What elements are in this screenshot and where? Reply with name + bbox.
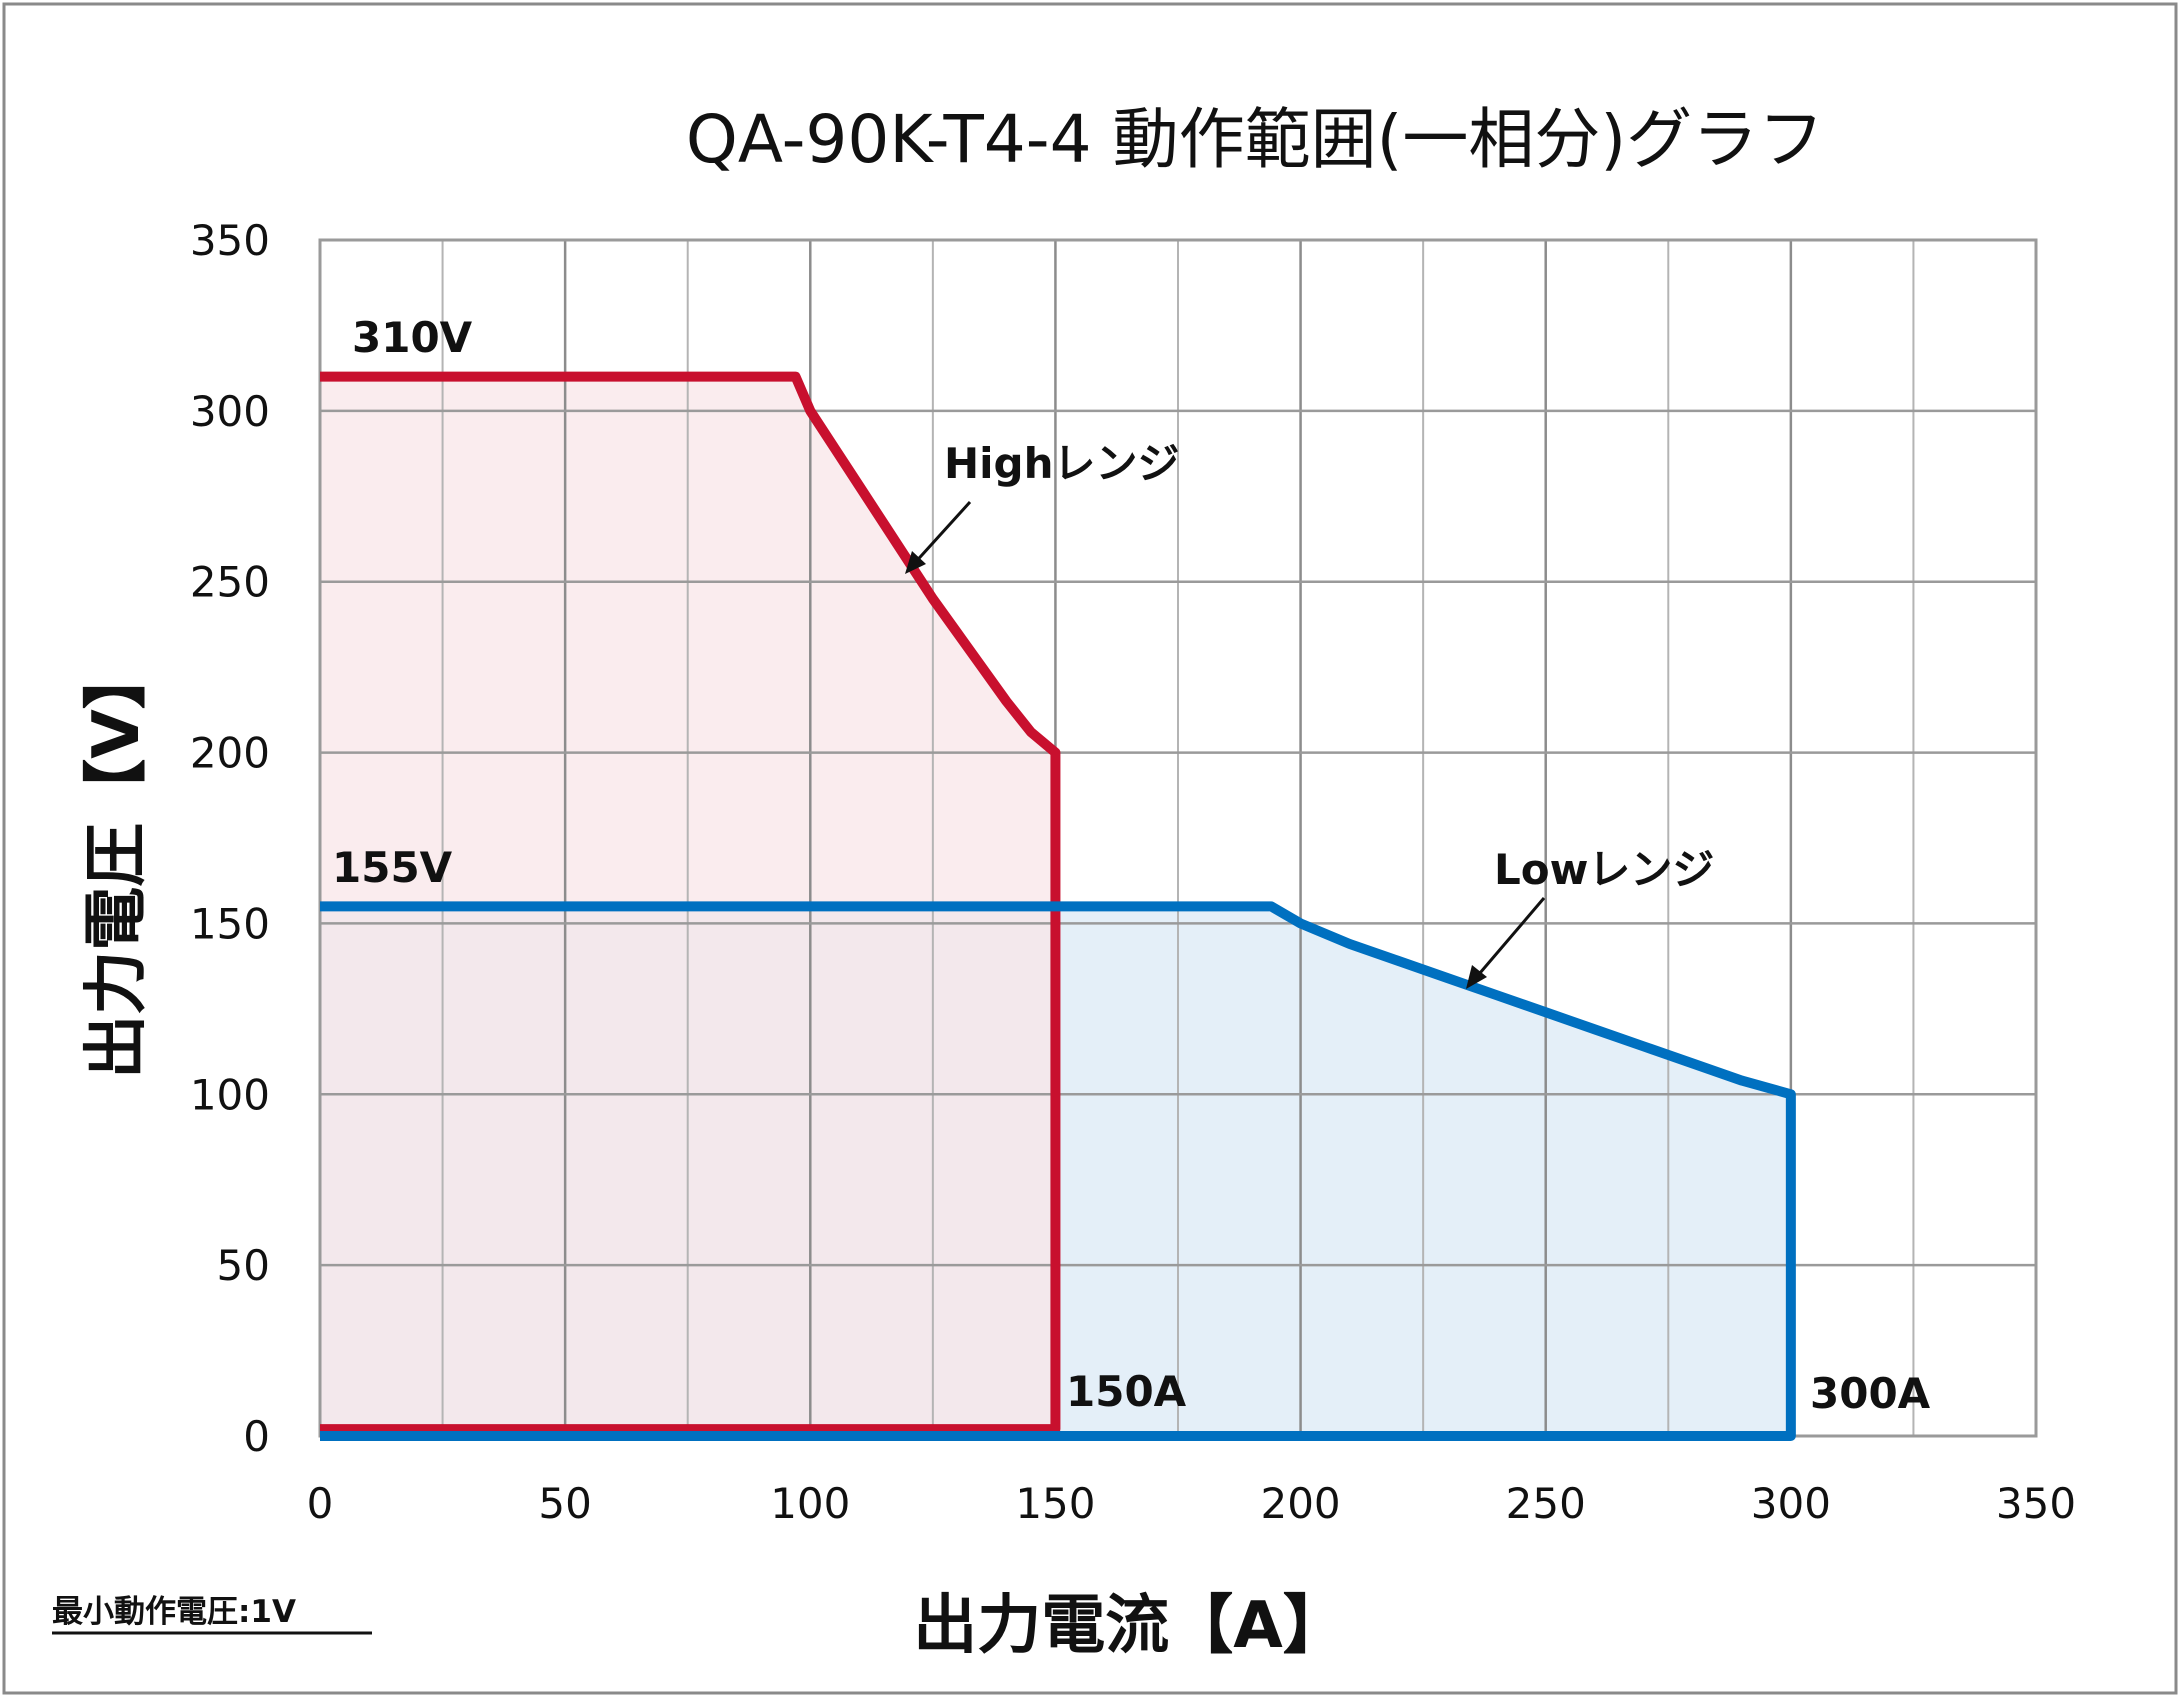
y-tick-label: 0 [243, 1412, 270, 1461]
y-tick-label: 250 [190, 558, 270, 607]
arrowhead-high-range [905, 551, 926, 574]
y-tick-label: 350 [190, 216, 270, 265]
arrowhead-low-range [1466, 965, 1487, 989]
y-tick-label: 200 [190, 729, 270, 778]
range-lines [320, 371, 1796, 1441]
annotation-low-range: Lowレンジ [1494, 845, 1714, 894]
x-tick-label: 50 [538, 1479, 591, 1528]
annotation-150a: 150A [1066, 1367, 1187, 1416]
x-axis-title: 出力電流【A】 [913, 1589, 1347, 1663]
arrow-low-range [1472, 897, 1546, 981]
min-voltage-note: 最小動作電圧:1V [52, 1594, 296, 1630]
chart-title: QA-90K-T4-4 動作範囲(一相分)グラフ [686, 101, 1824, 178]
y-tick-labels: 0 50 100 150 200 250 300 350 [190, 216, 270, 1461]
x-tick-label: 250 [1506, 1479, 1586, 1528]
series-line-high [320, 371, 1061, 1435]
x-tick-label: 150 [1015, 1479, 1095, 1528]
annotation-155v: 155V [332, 843, 453, 892]
arrow-high-range [910, 500, 972, 568]
annotation-300a: 300A [1810, 1369, 1931, 1418]
x-tick-label: 200 [1260, 1479, 1340, 1528]
x-tick-label: 300 [1751, 1479, 1831, 1528]
annotation-high-range: Highレンジ [944, 439, 1180, 488]
x-tick-label: 100 [770, 1479, 850, 1528]
y-axis-title: 出力電圧【V】 [80, 645, 154, 1079]
x-tick-label: 350 [1996, 1479, 2076, 1528]
annotation-310v: 310V [352, 313, 473, 362]
x-tick-label: 0 [307, 1479, 334, 1528]
y-tick-label: 300 [190, 387, 270, 436]
y-tick-label: 100 [190, 1070, 270, 1119]
x-tick-labels: 0 50 100 150 200 250 300 350 [307, 1479, 2076, 1528]
y-tick-label: 150 [190, 899, 270, 948]
y-tick-label: 50 [217, 1241, 270, 1290]
series-line-low [320, 901, 1796, 1441]
